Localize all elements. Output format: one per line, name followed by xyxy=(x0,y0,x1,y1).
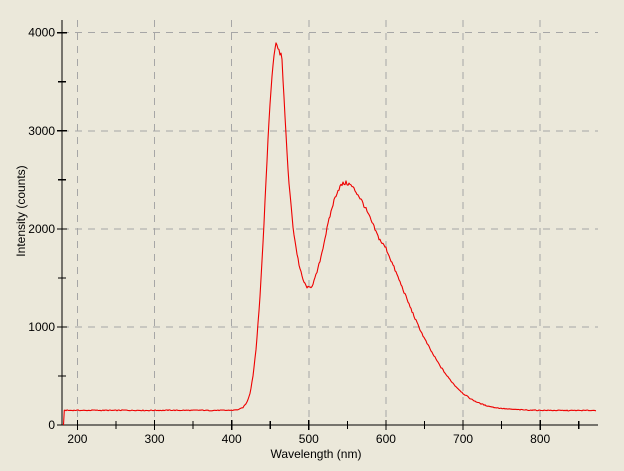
y-axis-title: Intensity (counts) xyxy=(14,165,28,256)
y-tick-label: 1000 xyxy=(28,320,55,334)
y-tick-label: 0 xyxy=(48,418,55,432)
tick-labels: 200 300 400 500 600 700 800 0 1000 2000 3000 4000 xyxy=(28,26,550,446)
x-tick-label: 200 xyxy=(67,432,87,446)
x-tick-label: 700 xyxy=(453,432,473,446)
x-tick-label: 300 xyxy=(145,432,165,446)
y-tick-label: 2000 xyxy=(28,222,55,236)
x-tick-label: 600 xyxy=(376,432,396,446)
spectrum-curve xyxy=(62,42,597,426)
x-axis-title: Wavelength (nm) xyxy=(271,447,362,461)
axes xyxy=(61,20,598,426)
grid xyxy=(62,20,598,425)
x-tick-label: 400 xyxy=(222,432,242,446)
axis-ticks xyxy=(57,32,580,430)
x-tick-label: 800 xyxy=(530,432,550,446)
y-tick-label: 4000 xyxy=(28,26,55,40)
x-tick-label: 500 xyxy=(299,432,319,446)
y-tick-label: 3000 xyxy=(28,124,55,138)
